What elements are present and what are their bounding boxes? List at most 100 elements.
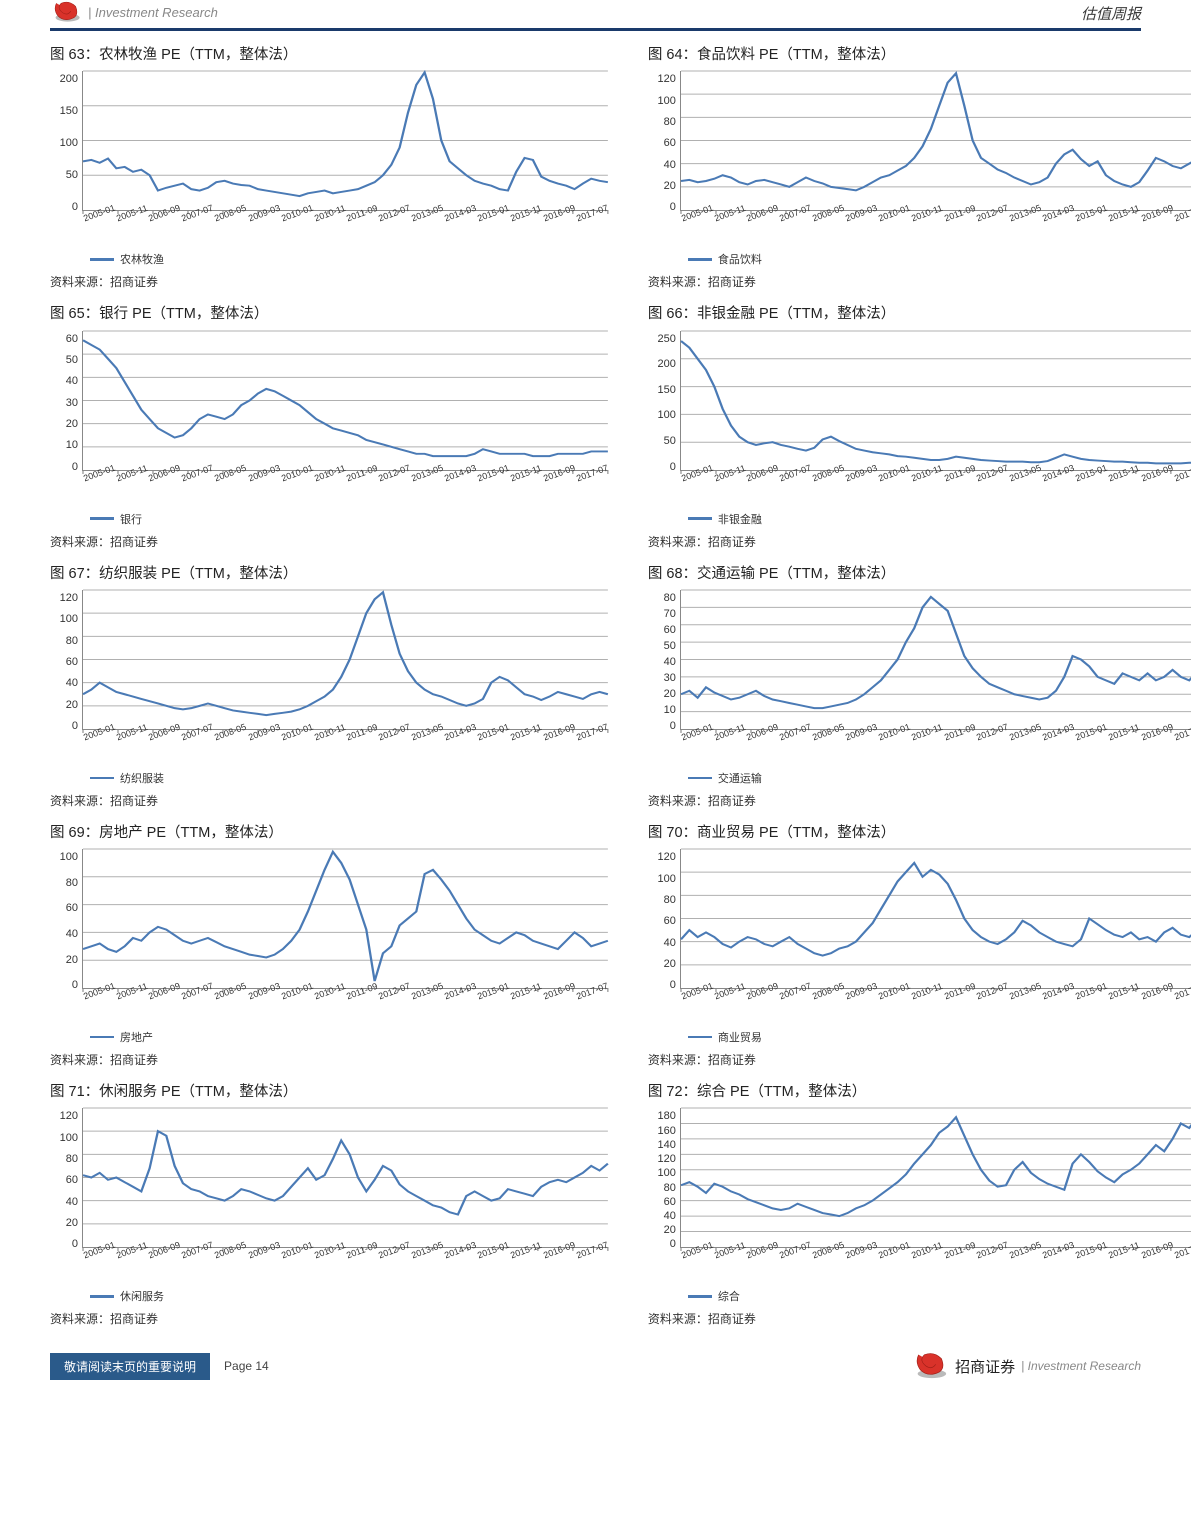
plot [82,590,608,730]
legend-label: 休闲服务 [120,1288,164,1304]
data-line [681,74,1191,191]
legend-label: 纺织服装 [120,770,164,786]
x-axis: 2005-012005-112006-092007-072008-052009-… [680,1248,1191,1261]
x-axis: 2005-012005-112006-092007-072008-052009-… [680,211,1191,224]
chart-legend: 食品饮料 [648,251,1191,267]
chart-source: 资料来源：招商证券 [648,533,1191,550]
plot-area: 2005-012005-112006-092007-072008-052009-… [680,71,1191,241]
x-axis: 2005-012005-112006-092007-072008-052009-… [82,989,608,1002]
plot-area: 2005-012005-112006-092007-072008-052009-… [680,849,1191,1019]
chart-fig66: 图 66：非银金融 PE（TTM，整体法） 2502001501005002005… [648,300,1191,549]
legend-swatch [90,517,114,520]
chart-title: 图 66：非银金融 PE（TTM，整体法） [648,304,1191,324]
chart-fig69: 图 69：房地产 PE（TTM，整体法） 1008060402002005-012… [50,819,608,1068]
y-axis: 120100806040200 [50,592,82,732]
legend-swatch [688,258,712,261]
footer-right: 招商证券 | Investment Research [911,1351,1141,1381]
chart-source: 资料来源：招商证券 [50,533,608,550]
chart-legend: 综合 [648,1288,1191,1304]
chart-box: 2001501005002005-012005-112006-092007-07… [50,71,608,241]
chart-fig68: 图 68：交通运输 PE（TTM，整体法）8070605040302010020… [648,560,1191,809]
plot-area: 2005-012005-112006-092007-072008-052009-… [680,331,1191,501]
data-line [83,73,608,197]
plot-area: 2005-012005-112006-092007-072008-052009-… [82,849,608,1019]
y-axis: 120100806040200 [50,1110,82,1250]
chart-source: 资料来源：招商证券 [648,1051,1191,1068]
legend-swatch [688,1295,712,1298]
legend-swatch [90,1036,114,1039]
chart-legend: 房地产 [50,1029,608,1045]
y-axis: 180160140120100806040200 [648,1110,680,1250]
chart-title: 图 69：房地产 PE（TTM，整体法） [50,823,608,843]
chart-title: 图 64：食品饮料 PE（TTM，整体法） [648,45,1191,65]
plot-area: 2005-012005-112006-092007-072008-052009-… [680,1108,1191,1278]
chart-box: 1201008060402002005-012005-112006-092007… [50,1108,608,1278]
y-axis: 250200150100500 [648,333,680,473]
plot [82,1108,608,1248]
chart-box: 1008060402002005-012005-112006-092007-07… [50,849,608,1019]
chart-fig71: 图 71：休闲服务 PE（TTM，整体法） 1201008060402002005… [50,1078,608,1327]
legend-label: 房地产 [120,1029,153,1045]
plot [680,849,1191,989]
chart-legend: 非银金融 [648,511,1191,527]
plot-area: 2005-012005-112006-092007-072008-052009-… [82,71,608,241]
chart-source: 资料来源：招商证券 [50,1051,608,1068]
chart-title: 图 65：银行 PE（TTM，整体法） [50,304,608,324]
legend-label: 交通运输 [718,770,762,786]
chart-box: 2502001501005002005-012005-112006-092007… [648,331,1191,501]
chart-box: 807060504030201002005-012005-112006-0920… [648,590,1191,760]
header-left: | Investment Research [50,0,218,24]
plot-area: 2005-012005-112006-092007-072008-052009-… [680,590,1191,760]
legend-label: 银行 [120,511,142,527]
chart-source: 资料来源：招商证券 [648,273,1191,290]
plot [680,590,1191,730]
chart-box: 1801601401201008060402002005-012005-1120… [648,1108,1191,1278]
chart-fig63: 图 63：农林牧渔 PE（TTM，整体法） 2001501005002005-01… [50,41,608,290]
chart-fig64: 图 64：食品饮料 PE（TTM，整体法） 1201008060402002005… [648,41,1191,290]
legend-label: 非银金融 [718,511,762,527]
page-footer: 敬请阅读末页的重要说明 Page 14 招商证券 | Investment Re… [50,1351,1141,1381]
legend-swatch [90,777,114,780]
chart-source: 资料来源：招商证券 [648,1310,1191,1327]
header-right-text: 估值周报 [1081,3,1141,24]
plot [680,331,1191,471]
footer-disclaimer: 敬请阅读末页的重要说明 [50,1353,210,1380]
chart-box: 60504030201002005-012005-112006-092007-0… [50,331,608,501]
data-line [83,852,608,981]
footer-left: 敬请阅读末页的重要说明 Page 14 [50,1353,269,1380]
chart-box: 1201008060402002005-012005-112006-092007… [648,849,1191,1019]
legend-swatch [688,777,712,780]
footer-logo-icon [911,1351,949,1381]
chart-source: 资料来源：招商证券 [50,792,608,809]
header-brand-text: | Investment Research [88,5,218,20]
plot [82,849,608,989]
chart-legend: 农林牧渔 [50,251,608,267]
chart-legend: 银行 [50,511,608,527]
chart-box: 1201008060402002005-012005-112006-092007… [648,71,1191,241]
data-line [83,1132,608,1215]
chart-title: 图 63：农林牧渔 PE（TTM，整体法） [50,45,608,65]
legend-swatch [90,258,114,261]
plot [82,71,608,211]
y-axis: 100806040200 [50,851,82,991]
x-axis: 2005-012005-112006-092007-072008-052009-… [680,471,1191,484]
plot [680,1108,1191,1248]
y-axis: 80706050403020100 [648,592,680,732]
y-axis: 6050403020100 [50,333,82,473]
chart-source: 资料来源：招商证券 [50,1310,608,1327]
chart-box: 1201008060402002005-012005-112006-092007… [50,590,608,760]
x-axis: 2005-012005-112006-092007-072008-052009-… [82,211,608,224]
page-header: | Investment Research 估值周报 [50,0,1141,31]
chart-title: 图 71：休闲服务 PE（TTM，整体法） [50,1082,608,1102]
chart-legend: 纺织服装 [50,770,608,786]
x-axis: 2005-012005-112006-092007-072008-052009-… [680,730,1191,743]
chart-legend: 休闲服务 [50,1288,608,1304]
data-line [681,597,1191,708]
plot-area: 2005-012005-112006-092007-072008-052009-… [82,1108,608,1278]
chart-legend: 交通运输 [648,770,1191,786]
legend-label: 商业贸易 [718,1029,762,1045]
plot [82,331,608,471]
chart-fig67: 图 67：纺织服装 PE（TTM，整体法）1201008060402002005… [50,560,608,809]
chart-fig72: 图 72：综合 PE（TTM，整体法）180160140120100806040… [648,1078,1191,1327]
y-axis: 200150100500 [50,73,82,213]
